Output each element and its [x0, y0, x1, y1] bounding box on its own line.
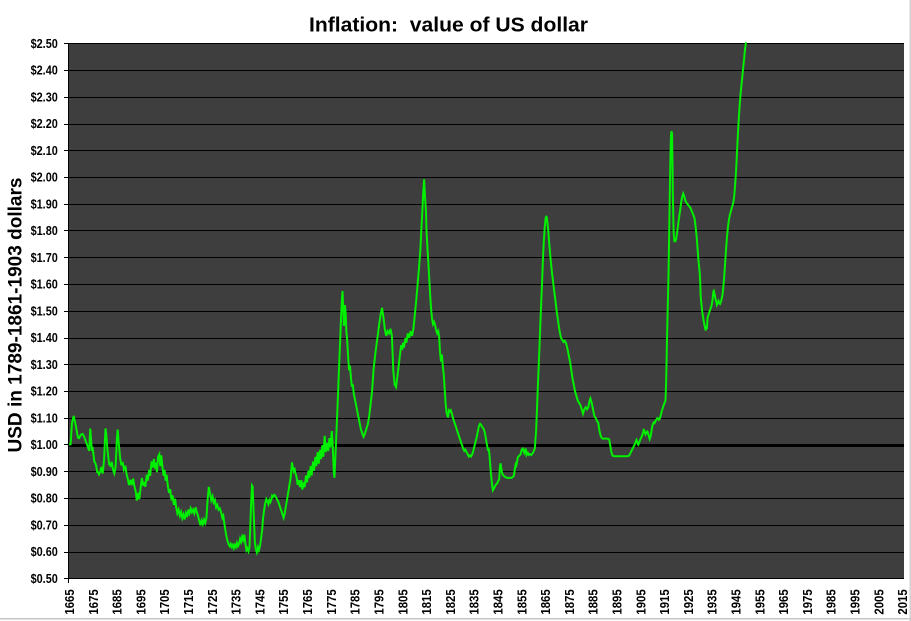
svg-text:1895: 1895 [609, 589, 624, 614]
svg-text:$1.00: $1.00 [31, 437, 58, 452]
svg-text:$1.60: $1.60 [31, 277, 58, 292]
svg-text:1745: 1745 [252, 589, 267, 614]
svg-text:1935: 1935 [705, 589, 720, 614]
svg-text:1925: 1925 [681, 589, 696, 614]
svg-text:1975: 1975 [800, 589, 815, 614]
svg-text:1945: 1945 [729, 589, 744, 614]
svg-text:1785: 1785 [348, 589, 363, 614]
svg-text:$1.40: $1.40 [31, 330, 58, 345]
svg-text:1875: 1875 [562, 589, 577, 614]
svg-text:$1.50: $1.50 [31, 303, 58, 318]
svg-text:1835: 1835 [467, 589, 482, 614]
svg-text:1715: 1715 [181, 589, 196, 614]
svg-text:1865: 1865 [538, 589, 553, 614]
svg-text:1805: 1805 [395, 589, 410, 614]
svg-text:$0.60: $0.60 [31, 544, 58, 559]
svg-text:USD in 1789-1861-1903 dollars: USD in 1789-1861-1903 dollars [6, 178, 27, 453]
svg-text:1665: 1665 [62, 589, 77, 614]
svg-text:$1.90: $1.90 [31, 196, 58, 211]
svg-text:1995: 1995 [848, 589, 863, 614]
svg-text:1735: 1735 [229, 589, 244, 614]
svg-text:1965: 1965 [776, 589, 791, 614]
svg-text:1855: 1855 [514, 589, 529, 614]
svg-text:1845: 1845 [490, 589, 505, 614]
svg-text:$0.70: $0.70 [31, 517, 58, 532]
svg-text:Inflation: value of US dollar: Inflation: value of US dollar [309, 13, 588, 36]
svg-text:1685: 1685 [110, 589, 125, 614]
svg-text:1955: 1955 [752, 589, 767, 614]
svg-text:$0.80: $0.80 [31, 491, 58, 506]
svg-text:$2.30: $2.30 [31, 89, 58, 104]
svg-text:1825: 1825 [443, 589, 458, 614]
svg-text:1905: 1905 [633, 589, 648, 614]
svg-text:$2.10: $2.10 [31, 143, 58, 158]
svg-text:1795: 1795 [371, 589, 386, 614]
svg-text:$1.10: $1.10 [31, 410, 58, 425]
svg-text:1915: 1915 [657, 589, 672, 614]
svg-text:1725: 1725 [205, 589, 220, 614]
svg-text:1985: 1985 [824, 589, 839, 614]
svg-text:$1.30: $1.30 [31, 357, 58, 372]
svg-text:1885: 1885 [586, 589, 601, 614]
svg-text:$2.20: $2.20 [31, 116, 58, 131]
svg-text:$0.90: $0.90 [31, 464, 58, 479]
svg-text:1755: 1755 [276, 589, 291, 614]
svg-text:1705: 1705 [157, 589, 172, 614]
svg-text:$0.50: $0.50 [31, 571, 58, 586]
svg-text:1775: 1775 [324, 589, 339, 614]
svg-text:$2.00: $2.00 [31, 170, 58, 185]
svg-text:1695: 1695 [133, 589, 148, 614]
svg-text:1675: 1675 [86, 589, 101, 614]
svg-text:$1.70: $1.70 [31, 250, 58, 265]
svg-text:2015: 2015 [895, 589, 910, 614]
svg-text:$1.20: $1.20 [31, 384, 58, 399]
svg-text:2005: 2005 [871, 589, 886, 614]
svg-text:$2.50: $2.50 [31, 36, 58, 51]
svg-text:$2.40: $2.40 [31, 63, 58, 78]
svg-text:1815: 1815 [419, 589, 434, 614]
svg-text:$1.80: $1.80 [31, 223, 58, 238]
svg-text:1765: 1765 [300, 589, 315, 614]
